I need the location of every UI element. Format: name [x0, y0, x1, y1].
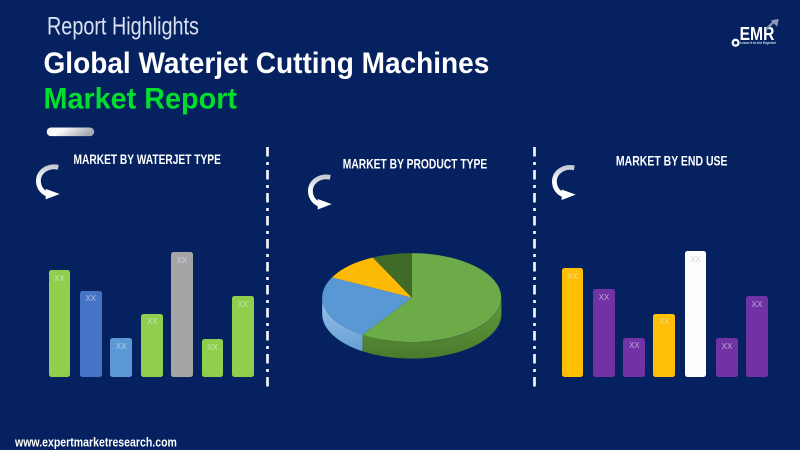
svg-text:Market Report: Market Report [44, 83, 238, 116]
svg-text:Leave it to the Experts!: Leave it to the Experts! [740, 41, 776, 45]
svg-text:www.expertmarketresearch.com: www.expertmarketresearch.com [14, 434, 177, 449]
svg-text:MARKET BY END USE: MARKET BY END USE [616, 152, 728, 168]
svg-text:Report Highlights: Report Highlights [47, 12, 199, 40]
svg-text:MARKET BY PRODUCT TYPE: MARKET BY PRODUCT TYPE [343, 156, 487, 172]
svg-text:Global Waterjet Cutting Machin: Global Waterjet Cutting Machines [44, 47, 490, 80]
svg-text:MARKET BY WATERJET TYPE: MARKET BY WATERJET TYPE [74, 151, 221, 167]
